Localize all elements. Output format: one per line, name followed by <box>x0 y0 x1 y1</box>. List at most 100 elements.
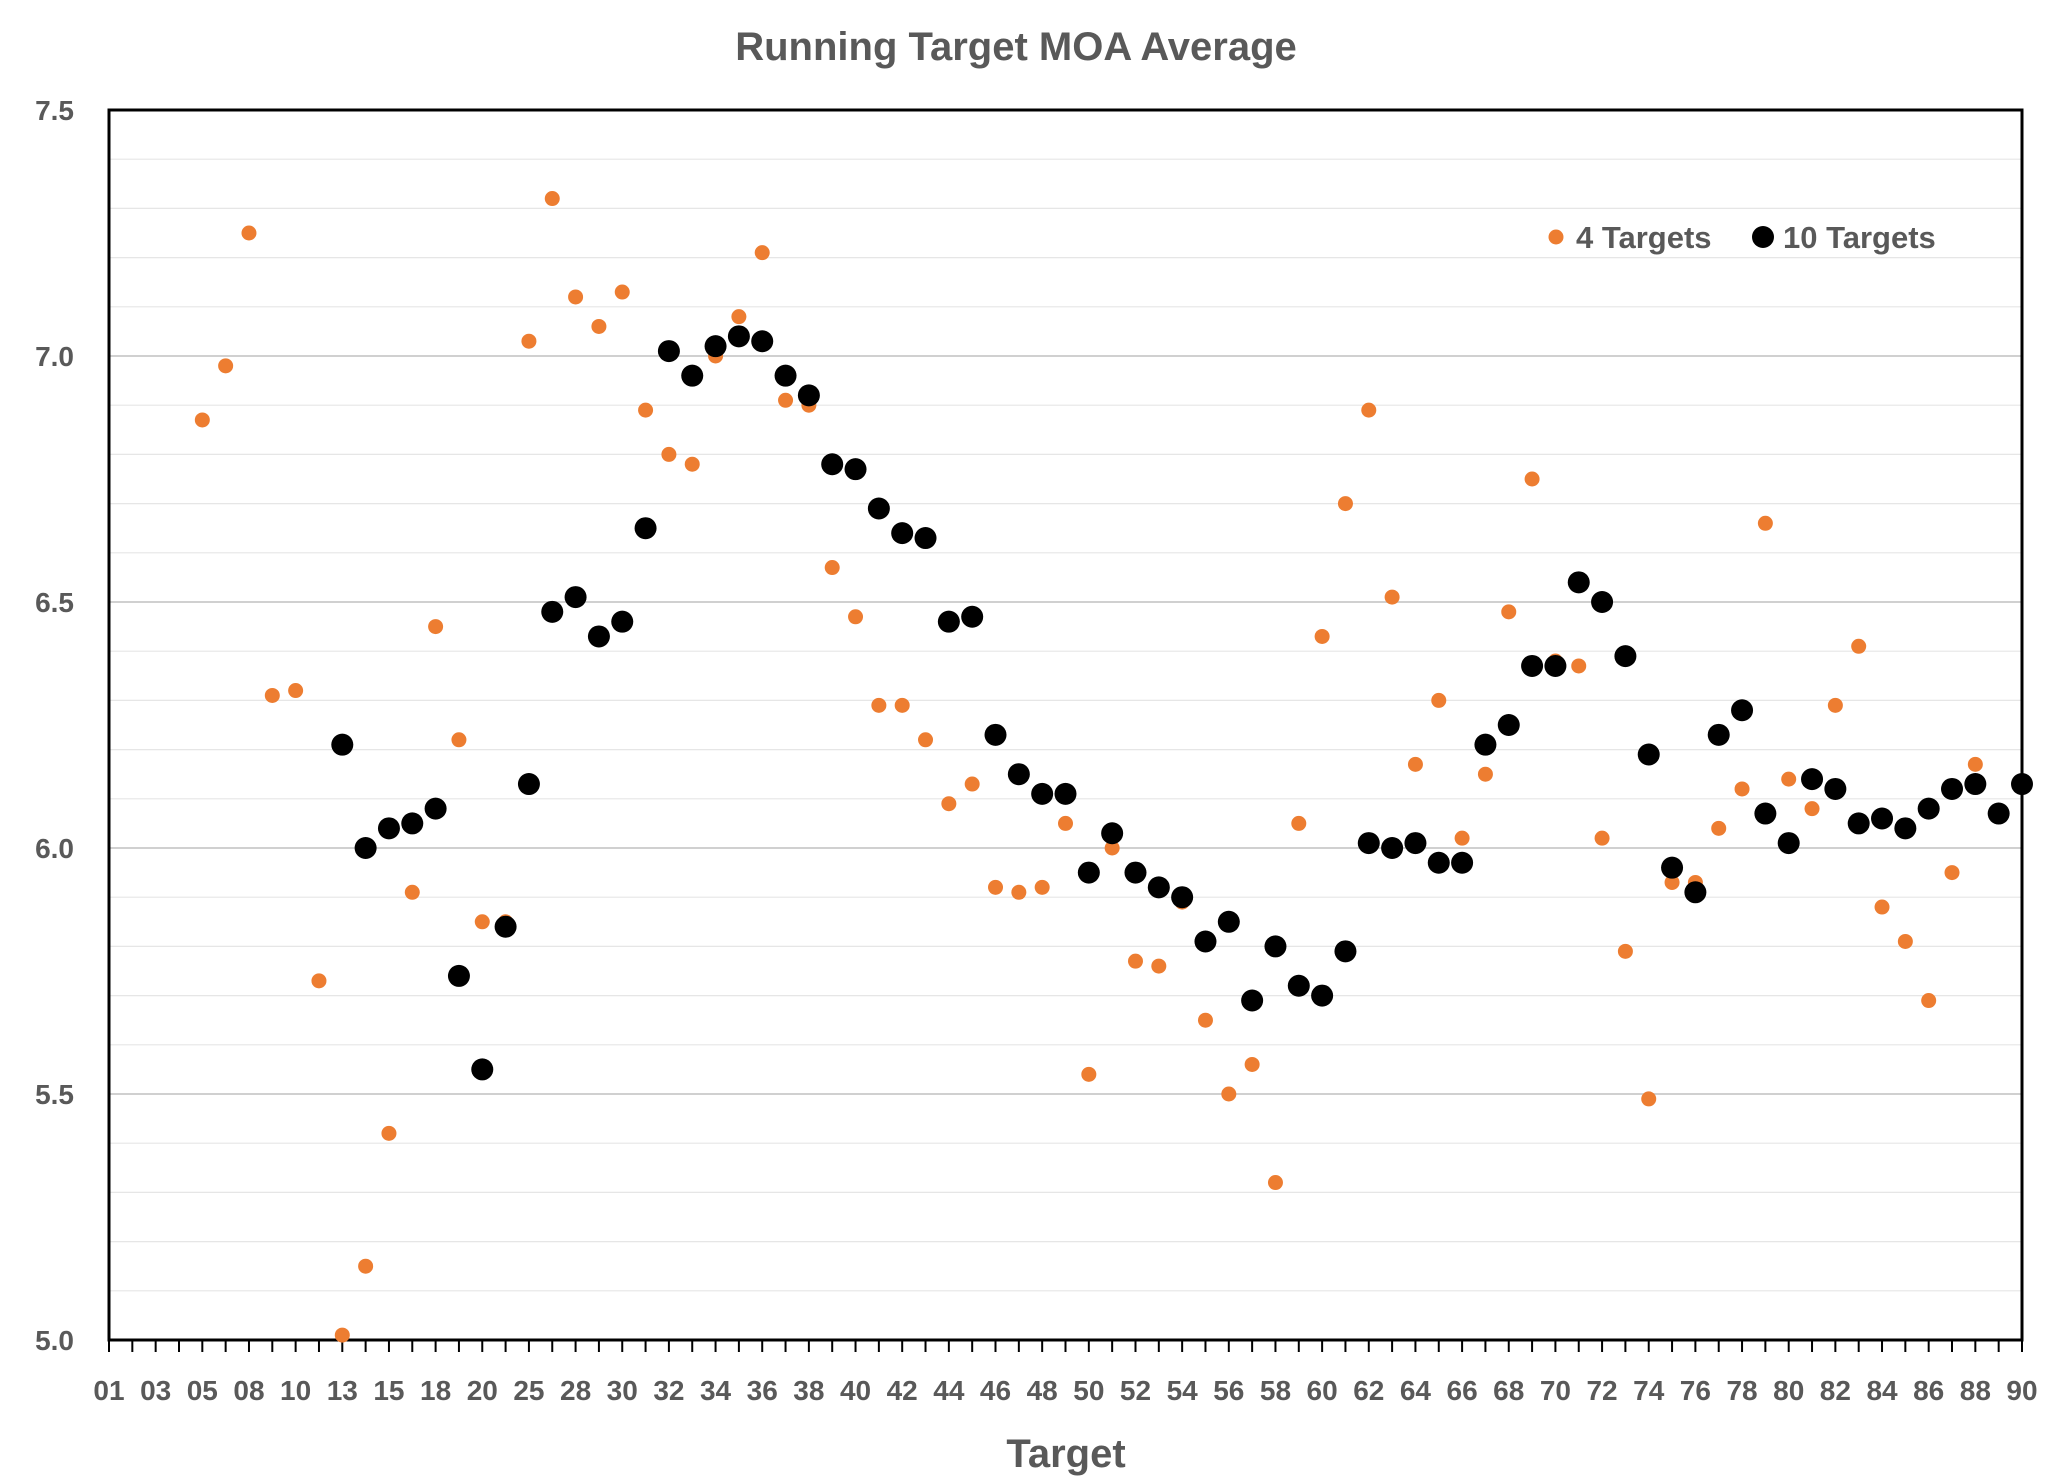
data-point <box>1824 777 1847 800</box>
x-tick-label: 84 <box>1866 1375 1898 1406</box>
x-tick-label: 03 <box>140 1375 171 1406</box>
x-tick-label: 62 <box>1353 1375 1384 1406</box>
data-point <box>774 364 797 387</box>
data-point <box>564 586 587 609</box>
data-point <box>1477 766 1493 782</box>
series-ten-targets <box>331 325 2033 1081</box>
data-point <box>891 522 914 545</box>
data-point <box>1777 832 1800 855</box>
data-point <box>1034 879 1050 895</box>
x-axis-title: Target <box>1006 1432 1125 1476</box>
x-tick-label: 38 <box>793 1375 824 1406</box>
data-point <box>1594 830 1610 846</box>
data-point <box>401 812 424 835</box>
x-tick-label: 28 <box>560 1375 591 1406</box>
data-point <box>937 610 960 633</box>
x-tick-label: 74 <box>1633 1375 1665 1406</box>
data-point <box>544 191 560 207</box>
y-tick-label: 7.0 <box>35 341 74 372</box>
x-tick-label: 70 <box>1540 1375 1571 1406</box>
data-point <box>614 284 630 300</box>
data-point <box>1964 773 1987 796</box>
data-point <box>1614 645 1637 668</box>
data-point <box>867 497 890 520</box>
data-point <box>1314 628 1330 644</box>
data-point <box>988 879 1004 895</box>
data-point <box>1757 515 1773 531</box>
data-point <box>1871 807 1894 830</box>
data-point <box>611 610 634 633</box>
data-point <box>1641 1091 1657 1107</box>
x-tick-label: 40 <box>840 1375 871 1406</box>
data-point <box>1267 1175 1283 1191</box>
data-point <box>1684 881 1707 904</box>
legend: 4 Targets 10 Targets <box>1548 220 1936 255</box>
data-point <box>1801 768 1824 791</box>
data-point <box>1337 496 1353 512</box>
data-point <box>377 817 400 840</box>
data-point <box>1967 756 1983 772</box>
legend-marker <box>1752 226 1774 248</box>
data-point <box>1617 943 1633 959</box>
data-point <box>334 1327 350 1343</box>
data-point <box>428 619 444 635</box>
data-point <box>1384 589 1400 605</box>
x-tick-label: 88 <box>1960 1375 1991 1406</box>
data-point <box>587 625 610 648</box>
data-point <box>354 837 377 859</box>
x-tick-label: 68 <box>1493 1375 1524 1406</box>
data-point <box>751 330 774 353</box>
data-point <box>821 453 844 476</box>
data-point <box>941 796 957 812</box>
data-point <box>404 884 420 900</box>
data-point <box>1917 797 1940 820</box>
x-tick-label: 50 <box>1073 1375 1104 1406</box>
x-tick-label: 34 <box>700 1375 732 1406</box>
data-point <box>1058 815 1073 831</box>
data-point <box>848 609 864 625</box>
data-point <box>1427 851 1450 874</box>
data-point <box>1497 714 1520 736</box>
x-tick-label: 36 <box>747 1375 778 1406</box>
data-point <box>1711 820 1727 836</box>
x-tick-label: 10 <box>280 1375 311 1406</box>
data-point <box>778 392 794 408</box>
data-point <box>871 697 887 713</box>
data-point <box>657 340 680 363</box>
data-point <box>1264 935 1287 958</box>
data-point <box>1897 933 1913 949</box>
data-point <box>1011 884 1027 900</box>
data-point <box>218 358 234 374</box>
data-point <box>1521 654 1544 677</box>
data-point <box>568 289 584 305</box>
data-point <box>311 973 327 989</box>
data-point <box>331 733 354 756</box>
y-tick-label: 7.5 <box>35 95 74 126</box>
x-tick-label: 54 <box>1167 1375 1199 1406</box>
data-point <box>1851 638 1867 654</box>
x-tick-label: 05 <box>187 1375 218 1406</box>
y-axis-tick-labels: 5.0 5.5 6.0 6.5 7.0 7.5 <box>35 95 74 1356</box>
x-tick-label: 48 <box>1027 1375 1058 1406</box>
data-point <box>1944 865 1960 881</box>
chart-title: Running Target MOA Average <box>735 25 1297 69</box>
x-tick-label: 76 <box>1680 1375 1711 1406</box>
y-tick-label: 5.5 <box>35 1079 74 1110</box>
data-point <box>914 527 937 550</box>
data-point <box>1874 899 1890 915</box>
data-point <box>1101 822 1124 845</box>
data-point <box>521 333 537 349</box>
data-point <box>984 723 1007 746</box>
y-tick-label: 6.5 <box>35 587 74 618</box>
y-tick-label: 5.0 <box>35 1325 74 1356</box>
data-point <box>1781 771 1797 787</box>
data-point <box>1941 777 1964 800</box>
data-point <box>638 402 654 418</box>
data-point <box>1007 763 1030 786</box>
x-tick-label: 82 <box>1820 1375 1851 1406</box>
data-point <box>1474 733 1497 756</box>
data-point <box>1127 953 1143 969</box>
data-point <box>194 412 210 428</box>
data-point <box>681 364 704 387</box>
